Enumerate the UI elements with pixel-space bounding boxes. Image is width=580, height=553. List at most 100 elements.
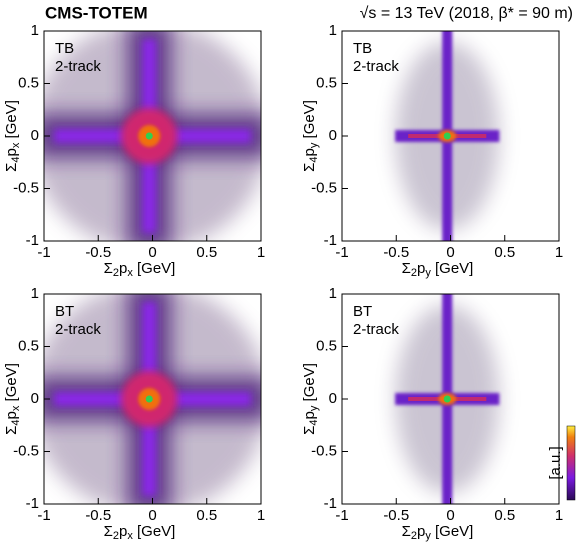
x-tick-label: 1: [555, 507, 563, 524]
y-tick-label: 1: [31, 285, 39, 302]
panel-label: BT: [353, 303, 372, 320]
x-tick-label: -0.5: [383, 507, 409, 524]
x-tick-label: -1: [37, 244, 50, 261]
panel-label: BT: [55, 303, 74, 320]
label-part: Σ: [104, 260, 113, 277]
panel-label: 2-track: [55, 321, 101, 338]
center-peak: [443, 395, 451, 403]
label-part: p: [119, 260, 127, 277]
label-part: Σ: [104, 523, 113, 540]
y-axis-label: Σ4py [GeV]: [301, 100, 320, 172]
label-part: Σ: [3, 163, 20, 172]
center-peak: [145, 395, 153, 403]
y-tick-label: 0.5: [316, 337, 337, 354]
y-tick-label: 0: [329, 390, 337, 407]
y-tick-label: 0.5: [18, 74, 39, 91]
x-tick-label: -0.5: [85, 244, 111, 261]
label-part: y: [308, 142, 320, 148]
x-tick-label: 1: [257, 244, 265, 261]
y-axis-label: Σ4py [GeV]: [301, 363, 320, 435]
y-axis-label: Σ4px [GeV]: [3, 363, 22, 435]
label-part: x: [127, 267, 133, 279]
panel-label: TB: [55, 40, 74, 57]
label-part: 4: [10, 419, 22, 425]
label-part: p: [301, 148, 318, 156]
x-axis-label: Σ2py [GeV]: [402, 523, 474, 542]
label-part: y: [308, 405, 320, 411]
label-part: p: [3, 148, 20, 156]
y-tick-label: 0: [329, 127, 337, 144]
label-part: 4: [10, 156, 22, 162]
y-tick-label: 0: [31, 127, 39, 144]
label-part: x: [127, 530, 133, 542]
y-tick-label: -0.5: [13, 179, 39, 196]
y-tick-label: 0.5: [316, 74, 337, 91]
label-part: 2: [113, 530, 119, 542]
label-part: [GeV]: [301, 363, 318, 406]
subtitle: √s = 13 TeV (2018, β* = 90 m): [360, 5, 573, 22]
label-part: [GeV]: [431, 260, 474, 277]
y-tick-label: 0.5: [18, 337, 39, 354]
heatmap: [395, 31, 500, 241]
heatmap: [44, 294, 261, 504]
x-axis-label: Σ2px [GeV]: [104, 523, 176, 542]
label-part: p: [417, 523, 425, 540]
y-tick-label: -0.5: [13, 442, 39, 459]
label-part: 4: [308, 419, 320, 425]
y-tick-label: -1: [26, 495, 39, 512]
label-part: y: [425, 267, 431, 279]
heatmap: [395, 294, 500, 504]
y-tick-label: 1: [329, 285, 337, 302]
label-part: 4: [308, 156, 320, 162]
label-part: p: [417, 260, 425, 277]
y-tick-label: 1: [329, 22, 337, 39]
x-axis-label: Σ2py [GeV]: [402, 260, 474, 279]
y-tick-label: -1: [324, 232, 337, 249]
y-tick-label: -0.5: [311, 442, 337, 459]
x-tick-label: 0: [446, 507, 454, 524]
center-peak: [145, 132, 153, 140]
panel-label: 2-track: [353, 58, 399, 75]
x-tick-label: 0: [148, 244, 156, 261]
label-part: [GeV]: [431, 523, 474, 540]
label-part: Σ: [301, 163, 318, 172]
title: CMS-TOTEM: [45, 3, 148, 22]
label-part: y: [425, 530, 431, 542]
x-tick-label: -0.5: [383, 244, 409, 261]
label-part: 2: [411, 267, 417, 279]
y-tick-label: -0.5: [311, 179, 337, 196]
y-tick-label: 1: [31, 22, 39, 39]
label-part: x: [10, 405, 22, 411]
label-part: 2: [113, 267, 119, 279]
label-part: x: [10, 142, 22, 148]
x-tick-label: -1: [335, 244, 348, 261]
label-part: Σ: [402, 523, 411, 540]
x-tick-label: 0.5: [494, 507, 515, 524]
heatmap: [44, 31, 261, 241]
label-part: [GeV]: [133, 260, 176, 277]
label-part: 2: [411, 530, 417, 542]
label-part: p: [301, 411, 318, 419]
panel-label: TB: [353, 40, 372, 57]
label-part: [GeV]: [3, 363, 20, 406]
x-tick-label: 0.5: [196, 244, 217, 261]
y-axis-label: Σ4px [GeV]: [3, 100, 22, 172]
colorbar: [566, 425, 576, 501]
center-peak: [443, 132, 451, 140]
x-tick-label: 0: [446, 244, 454, 261]
label-part: [GeV]: [3, 100, 20, 143]
x-tick-label: -1: [37, 507, 50, 524]
label-part: Σ: [301, 426, 318, 435]
x-tick-label: -1: [335, 507, 348, 524]
x-tick-label: 1: [257, 507, 265, 524]
colorbar-label: [a.u.]: [547, 446, 564, 479]
panel-label: 2-track: [353, 321, 399, 338]
panel-label: 2-track: [55, 58, 101, 75]
y-tick-label: 0: [31, 390, 39, 407]
x-tick-label: 1: [555, 244, 563, 261]
